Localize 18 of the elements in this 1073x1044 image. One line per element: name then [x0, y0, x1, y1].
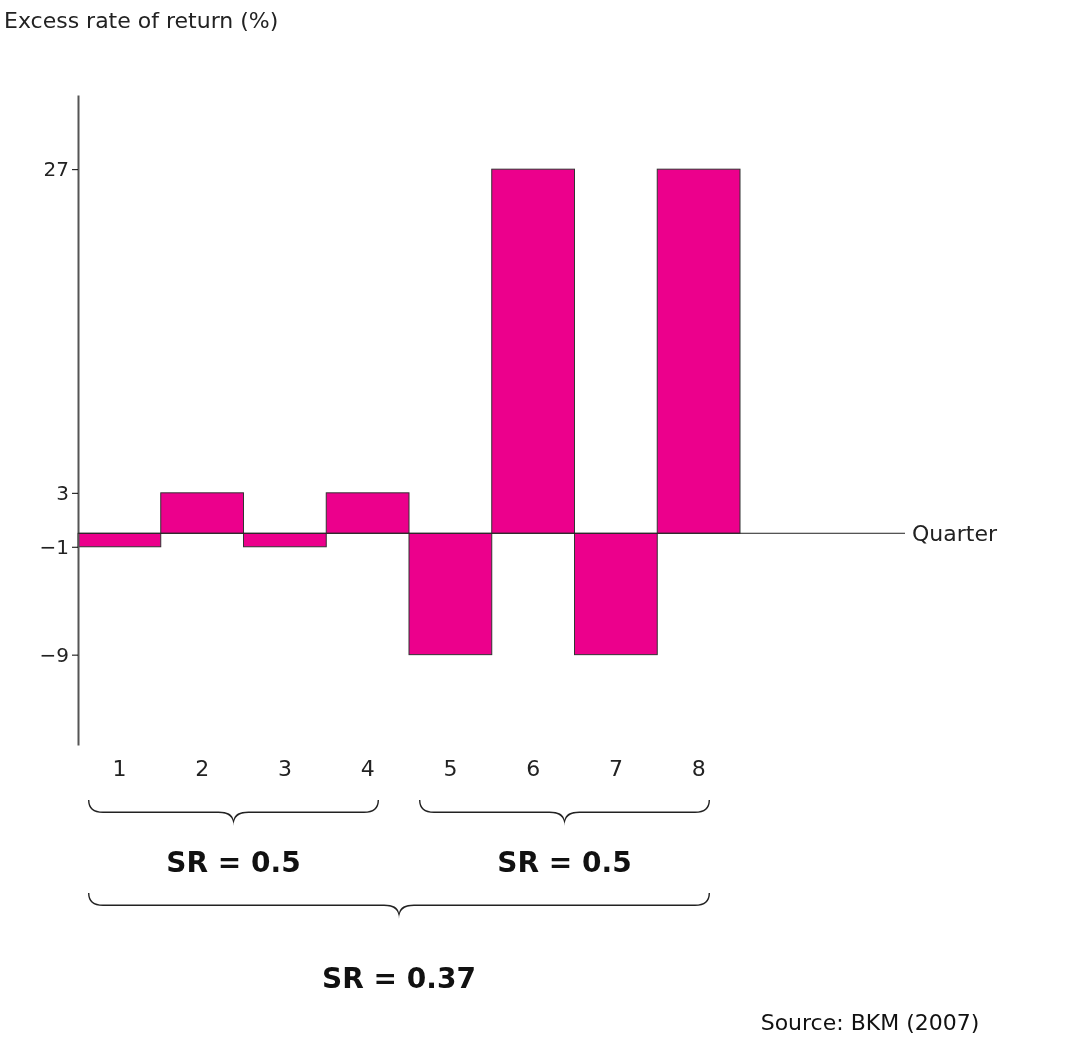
y-tick-label: 27: [43, 157, 69, 182]
y-tick-label: −9: [39, 642, 69, 667]
text: SR = 0.5: [166, 846, 301, 879]
x-tick-label: 4: [360, 755, 375, 781]
text: Quarter: [912, 520, 998, 546]
source-note: Source: BKM (2007): [760, 1010, 980, 1035]
x-tick-label: 7: [608, 755, 623, 781]
x-tick-label: 2: [195, 755, 210, 781]
text: SR = 0.5: [497, 846, 632, 879]
y-tick-label: −1: [39, 534, 69, 559]
y-tick-label: 3: [56, 480, 69, 505]
x-tick-label: 6: [526, 755, 541, 781]
x-tick-label: 1: [112, 755, 127, 781]
x-tick-label: 5: [443, 755, 458, 781]
text: SR = 0.37: [322, 962, 476, 995]
y-axis-title: Excess rate of return (%): [4, 8, 279, 33]
x-tick-label: 8: [691, 755, 706, 781]
x-tick-label: 3: [277, 755, 292, 781]
